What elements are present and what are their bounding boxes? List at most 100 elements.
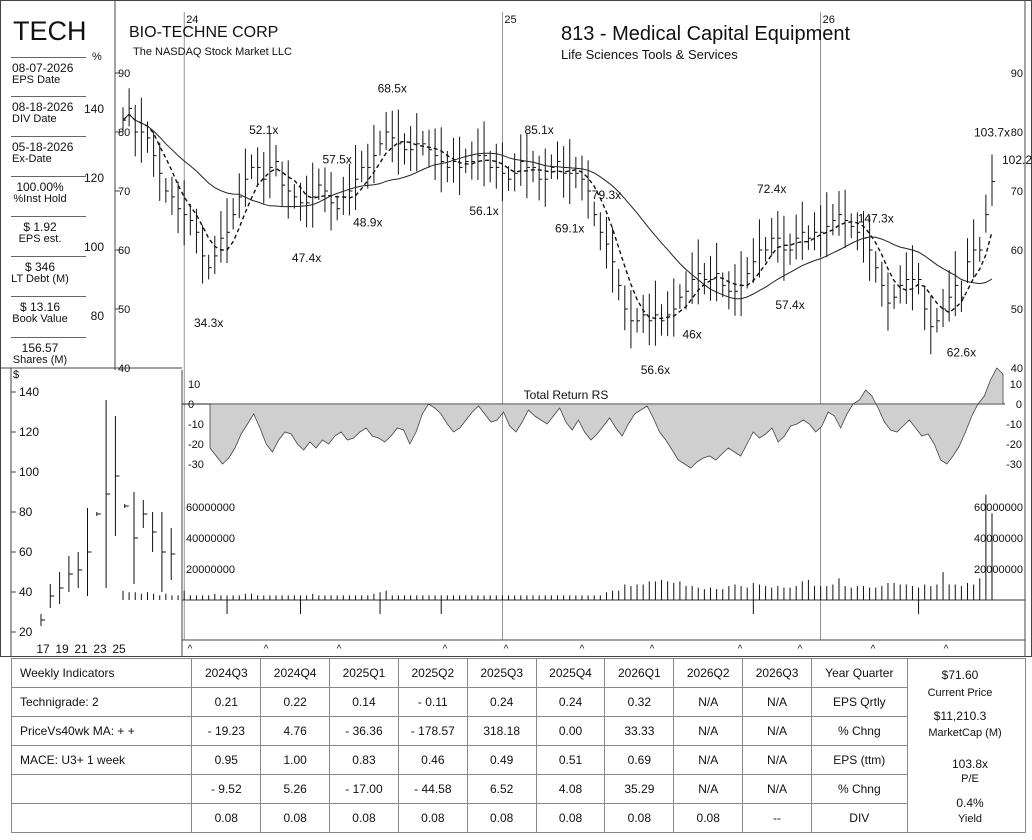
annual-axis-label: 40: [19, 585, 33, 599]
table-cell: 0.08: [329, 803, 399, 833]
pe-annotation: 56.6x: [641, 363, 670, 377]
metric-separator: [11, 256, 86, 257]
table-cell: EPS Qrtly: [810, 687, 908, 717]
rs-axis-label-right: 10: [1010, 379, 1022, 391]
pe-annotation: 79.3x: [592, 188, 621, 202]
table-cell: 0.08: [397, 803, 468, 833]
metric-separator: [11, 296, 86, 297]
table-cell: - 178.57: [397, 716, 468, 746]
table-cell: 1.00: [260, 745, 331, 775]
year-label: 24: [186, 14, 198, 26]
table-cell: 0.14: [329, 687, 399, 717]
sector-name: Life Sciences Tools & Services: [561, 47, 738, 62]
price-axis-label-right: 50: [1011, 304, 1023, 316]
metric-4: $ 1.92 EPS est.: [5, 221, 75, 245]
price-axis-label-left: 60: [118, 245, 130, 257]
annual-axis-label: 20: [19, 625, 33, 639]
table-cell: - 0.11: [397, 687, 468, 717]
price-axis-label-left: 40: [118, 363, 130, 375]
annual-x-label: 23: [93, 642, 107, 656]
table-cell: 0.08: [673, 803, 744, 833]
table-cell: N/A: [673, 774, 744, 804]
metric-label: EPS Date: [12, 74, 61, 86]
table-cell: N/A: [742, 687, 812, 717]
event-marker: ^: [650, 644, 655, 655]
company-name: BIO-TECHNE CORP: [129, 24, 279, 41]
annual-x-label: 21: [74, 642, 88, 656]
table-cell: 0.95: [191, 745, 262, 775]
table-cell: N/A: [673, 745, 744, 775]
pe-annotation: 72.4x: [757, 182, 786, 196]
table-cell: 0.46: [397, 745, 468, 775]
table-cell: EPS (ttm): [810, 745, 908, 775]
table-cell: 0.08: [191, 803, 262, 833]
event-marker: ^: [944, 644, 949, 655]
table-cell: - 44.58: [397, 774, 468, 804]
price-axis-label-right: 60: [1011, 245, 1023, 257]
pe-annotation: 46x: [682, 328, 701, 342]
table-header-cell: 2025Q1: [329, 658, 399, 688]
pe-annotation: 68.5x: [378, 82, 407, 96]
pct-axis-label: 120: [84, 171, 104, 185]
table-cell: 0.08: [604, 803, 675, 833]
table-cell: 4.76: [260, 716, 331, 746]
price-axis-label-left: 70: [118, 186, 130, 198]
pe-annotation: 47.4x: [292, 251, 321, 265]
table-cell: N/A: [742, 716, 812, 746]
exchange-name: The NASDAQ Stock Market LLC: [133, 46, 292, 58]
metric-label: Ex-Date: [12, 153, 52, 165]
dollar-axis-symbol: $: [13, 369, 20, 381]
metric-value: 100.00%: [16, 180, 64, 194]
table-cell: PriceVs40wk MA: + +: [10, 716, 193, 746]
price-axis-label-left: 90: [118, 68, 130, 80]
table-cell: 318.18: [466, 716, 537, 746]
pct-axis-symbol: %: [92, 51, 102, 63]
pe-annotation: 85.1x: [524, 123, 553, 137]
table-cell: N/A: [742, 745, 812, 775]
table-cell: 0.08: [535, 803, 606, 833]
table-cell: N/A: [673, 716, 744, 746]
price-axis-label-right: 90: [1011, 68, 1023, 80]
metric-separator: [11, 176, 86, 177]
event-marker: ^: [443, 644, 448, 655]
table-row: PriceVs40wk MA: + + - 19.23 4.76- 36.36- 1…: [10, 716, 1026, 746]
rs-axis-label-left: -10: [188, 419, 204, 431]
metric-5: $ 346 LT Debt (M): [5, 261, 75, 285]
table-row: Technigrade: 2 0.21 0.22 0.14- 0.11 0.24 0.24…: [10, 687, 1026, 717]
table-cell: 0.21: [191, 687, 262, 717]
table-header-cell: Year Quarter: [810, 658, 908, 688]
metric-1: 08-18-2026 DIV Date: [12, 101, 73, 125]
annual-x-label: 19: [55, 642, 69, 656]
table-cell: 5.26: [260, 774, 331, 804]
metric-value: 156.57: [21, 341, 59, 355]
volume-axis-label-right: 20000000: [974, 564, 1023, 576]
metric-separator: [11, 136, 86, 137]
indicators-table: Weekly Indicators 2024Q3 2024Q4 2025Q1 2025Q…: [10, 658, 1027, 833]
yield-label: Yield: [957, 813, 983, 825]
event-marker: ^: [337, 644, 342, 655]
table-cell: DIV: [810, 803, 908, 833]
price-axis-label-left: 50: [118, 304, 130, 316]
metric-value: $ 13.16: [19, 300, 61, 314]
pe-annotation: 56.1x: [469, 204, 498, 218]
metric-2: 05-18-2026 Ex-Date: [12, 141, 73, 165]
current-price-label: Current Price: [927, 687, 993, 699]
table-cell: 4.08: [535, 774, 606, 804]
rs-axis-label-left: 0: [188, 399, 194, 411]
pe-annotation: 69.1x: [555, 222, 584, 236]
annual-axis-label: 60: [19, 545, 33, 559]
table-header-row: Weekly Indicators 2024Q3 2024Q4 2025Q1 2025Q…: [10, 658, 1027, 833]
table-cell: [10, 803, 193, 833]
pe-annotation: 48.9x: [353, 216, 382, 230]
table-row: - 9.52 5.26- 17.00- 44.58 6.52 4.08 35.29 N/A…: [10, 774, 1026, 804]
table-cell: - 36.36: [329, 716, 399, 746]
table-header-cell: 2024Q3: [191, 658, 262, 688]
metric-0: 08-07-2026 EPS Date: [12, 62, 73, 86]
table-cell: 6.52: [466, 774, 537, 804]
metric-value: 08-07-2026: [12, 61, 74, 75]
volume-axis-label-left: 60000000: [186, 502, 235, 514]
pe-annotation: 102.2x: [1002, 153, 1032, 167]
pct-axis-label: 80: [91, 309, 105, 323]
metric-value: 05-18-2026: [12, 140, 74, 154]
